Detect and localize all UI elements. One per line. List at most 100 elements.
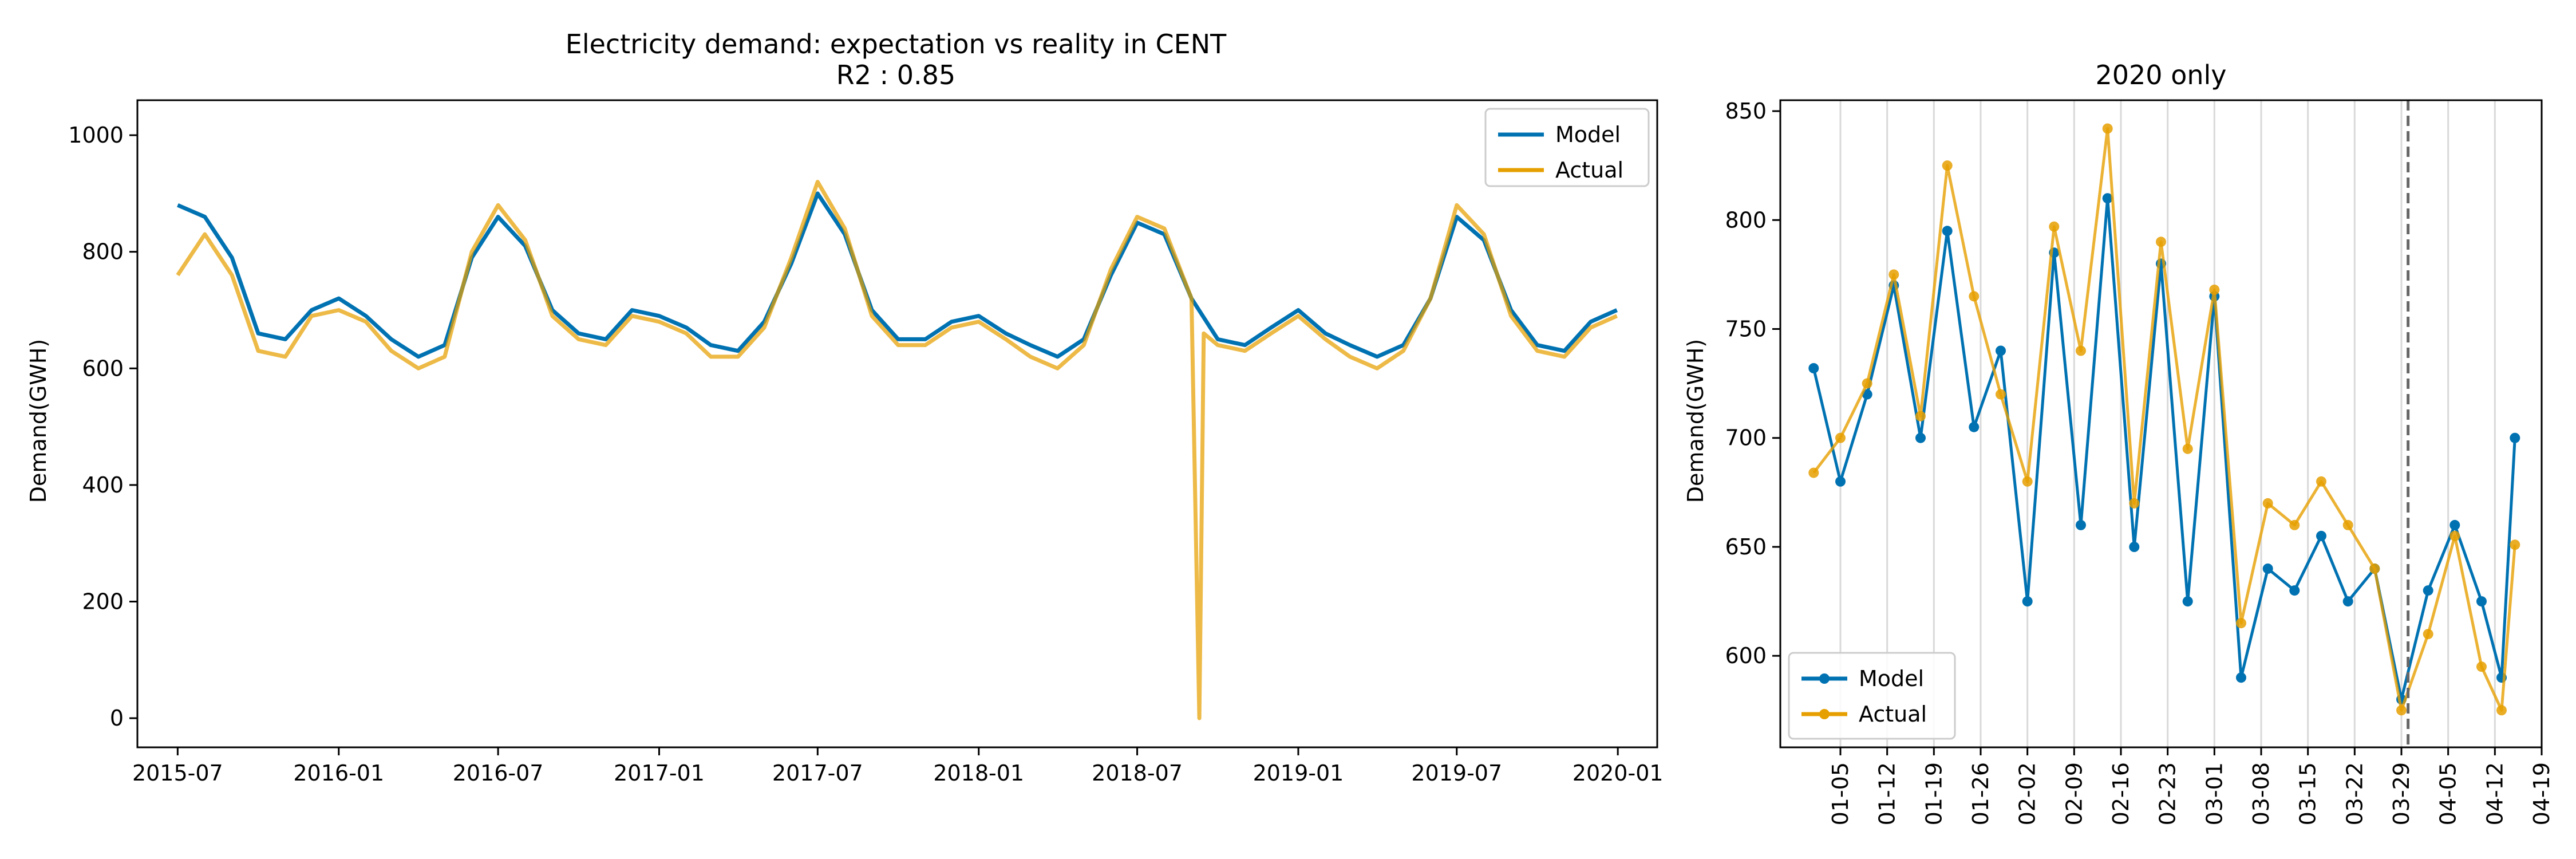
inset-chart-title: 2020 only <box>2096 60 2227 90</box>
model-data-point <box>2342 596 2353 607</box>
x-tick-label: 03-15 <box>2296 762 2321 825</box>
actual-data-point <box>2076 345 2086 356</box>
legend-actual-marker <box>1819 709 1830 719</box>
actual-data-point <box>2236 618 2246 629</box>
y-tick-label: 800 <box>82 239 124 265</box>
actual-data-point <box>1996 389 2006 400</box>
x-tick-label: 2019-07 <box>1411 761 1502 786</box>
model-data-point <box>2236 672 2246 683</box>
y-tick-label: 850 <box>1725 98 1767 124</box>
legend-actual-label: Actual <box>1555 157 1623 183</box>
x-tick-label: 04-19 <box>2529 762 2554 825</box>
model-data-point <box>1969 421 1980 432</box>
legend-model-label: Model <box>1859 666 1924 691</box>
y-tick-label: 700 <box>1725 425 1767 451</box>
legend-box <box>1788 652 1956 740</box>
model-data-point <box>1942 226 1953 237</box>
inset-chart-axes: 01-05 01-12 01-19 01-26 02-02 02-09 02-16 02-23… <box>1725 98 2554 825</box>
actual-data-point <box>1915 411 1926 421</box>
actual-data-point <box>2476 661 2487 672</box>
x-tick-label: 01-19 <box>1921 762 1946 825</box>
y-tick-label: 750 <box>1725 316 1767 341</box>
actual-data-point <box>2102 123 2113 134</box>
actual-data-point <box>1862 378 1872 389</box>
legend-box <box>1484 108 1650 187</box>
x-tick-label: 01-05 <box>1828 762 1853 825</box>
x-tick-label: 03-22 <box>2342 762 2367 825</box>
actual-data-point <box>1969 291 1980 302</box>
y-tick-label: 400 <box>82 472 124 498</box>
actual-data-point <box>1942 160 1953 171</box>
main-chart-subtitle: R2 : 0.85 <box>836 60 955 90</box>
x-tick-label: 01-12 <box>1875 762 1900 825</box>
legend-actual-label: Actual <box>1859 702 1927 727</box>
model-data-point <box>2316 530 2326 541</box>
model-data-point <box>2423 585 2433 596</box>
x-tick-label: 03-08 <box>2249 762 2274 825</box>
model-series-line <box>177 191 1618 359</box>
actual-series-line <box>176 180 1618 720</box>
model-data-point <box>1996 345 2006 356</box>
actual-data-point <box>2342 519 2353 530</box>
model-series-line <box>1812 196 2516 701</box>
actual-data-point <box>1808 467 1819 478</box>
main-chart-y-axis-label: Demand(GWH) <box>26 339 51 503</box>
actual-data-point <box>2423 629 2433 640</box>
legend-model-marker <box>1819 673 1830 684</box>
model-data-point <box>2129 542 2140 552</box>
main-chart-panel: Electricity demand: expectation vs reali… <box>26 29 1664 786</box>
x-tick-label: 04-12 <box>2482 762 2507 825</box>
main-chart-axes: 2015-07 2016-01 2016-07 2017-01 2017-07 2018-… <box>68 99 1664 786</box>
inset-chart-legend: Model Actual <box>1788 652 1956 740</box>
x-tick-label: 2017-07 <box>772 761 863 786</box>
model-data-point <box>2102 193 2113 204</box>
actual-data-point <box>2369 564 2380 574</box>
model-data-point <box>1915 432 1926 443</box>
actual-data-point <box>2022 476 2033 487</box>
y-tick-label: 0 <box>110 706 124 731</box>
x-tick-label: 2015-07 <box>132 761 223 786</box>
plot-frame <box>1779 99 2543 748</box>
inset-chart-panel: 2020 only Demand(GWH) 01-05 01-12 01-19 01-… <box>1683 60 2554 825</box>
x-tick-label: 2018-01 <box>933 761 1024 786</box>
model-data-point <box>2510 432 2520 443</box>
x-tick-label: 2020-01 <box>1573 761 1664 786</box>
y-tick-label: 600 <box>1725 643 1767 668</box>
inset-chart-series <box>1808 100 2520 747</box>
x-tick-label: 03-01 <box>2202 762 2227 825</box>
actual-data-point <box>2396 705 2407 716</box>
inset-chart-y-axis-label: Demand(GWH) <box>1683 339 1708 503</box>
x-tick-label: 02-02 <box>2015 762 2040 825</box>
actual-data-point <box>2289 519 2300 530</box>
x-tick-label: 02-09 <box>2061 762 2087 825</box>
x-tick-label: 2017-01 <box>614 761 705 786</box>
y-tick-label: 1000 <box>68 123 124 148</box>
main-chart-title: Electricity demand: expectation vs reali… <box>566 29 1227 60</box>
x-tick-label: 2019-01 <box>1253 761 1344 786</box>
actual-data-point <box>2316 476 2326 487</box>
actual-data-point <box>2510 539 2520 550</box>
model-data-point <box>2289 585 2300 596</box>
x-tick-label: 2016-07 <box>453 761 544 786</box>
model-data-point <box>2476 596 2487 607</box>
actual-data-point <box>2209 285 2220 295</box>
x-tick-label: 02-23 <box>2155 762 2180 825</box>
model-data-point <box>2262 564 2273 574</box>
model-data-point <box>1835 476 1846 487</box>
x-tick-label: 03-29 <box>2389 762 2414 825</box>
actual-series-line <box>1812 127 2516 712</box>
actual-data-point <box>2129 498 2140 509</box>
model-data-point <box>2022 596 2033 607</box>
actual-data-point <box>1835 432 1846 443</box>
model-data-point <box>1808 363 1819 373</box>
actual-data-point <box>1888 269 1899 280</box>
x-tick-label: 04-05 <box>2436 762 2461 825</box>
x-tick-label: 2016-01 <box>293 761 384 786</box>
actual-data-point <box>2049 221 2060 232</box>
y-tick-label: 200 <box>82 589 124 614</box>
plot-frame <box>136 99 1658 748</box>
actual-data-point <box>2449 530 2460 541</box>
model-data-point <box>2449 519 2460 530</box>
y-tick-label: 600 <box>82 356 124 381</box>
